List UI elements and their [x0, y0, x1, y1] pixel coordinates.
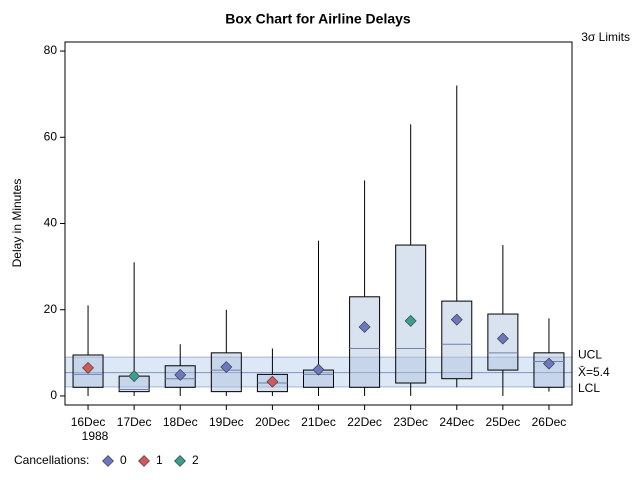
- legend-title: Cancellations:: [14, 453, 89, 467]
- mean-marker: [496, 332, 509, 345]
- x-year-label: 1988: [82, 429, 109, 443]
- legend-label: 2: [192, 453, 199, 467]
- box: [349, 296, 381, 388]
- mean-marker: [266, 375, 279, 388]
- limits-title: 3σ Limits: [581, 30, 630, 44]
- y-axis-label: Delay in Minutes: [10, 179, 24, 268]
- legend-label: 1: [156, 453, 163, 467]
- x-tick-label: 22Dec: [347, 415, 382, 429]
- x-tick-label: 25Dec: [486, 415, 521, 429]
- x-tick-label: 18Dec: [163, 415, 198, 429]
- y-tick-label: 20: [44, 302, 58, 316]
- legend-marker: [174, 455, 186, 467]
- mean-marker: [128, 370, 141, 383]
- x-tick-label: 24Dec: [439, 415, 474, 429]
- chart-title: Box Chart for Airline Delays: [225, 11, 411, 27]
- mean-marker: [404, 315, 417, 327]
- limit-label: UCL: [578, 347, 602, 361]
- x-tick-label: 26Dec: [532, 415, 567, 429]
- y-tick-label: 40: [44, 216, 58, 230]
- legend-marker: [102, 455, 114, 467]
- x-tick-label: 16Dec: [71, 415, 106, 429]
- mean-marker: [174, 368, 187, 381]
- legend-label: 0: [120, 453, 127, 467]
- y-tick-label: 60: [44, 129, 58, 143]
- mean-marker: [82, 361, 94, 374]
- x-tick-label: 17Dec: [117, 415, 152, 429]
- mean-marker: [450, 313, 463, 326]
- mean-marker: [543, 357, 555, 370]
- box: [395, 244, 427, 384]
- mean-marker: [220, 361, 233, 373]
- x-tick-label: 23Dec: [393, 415, 428, 429]
- y-tick-label: 0: [50, 388, 57, 402]
- x-tick-label: 19Dec: [209, 415, 244, 429]
- y-tick-label: 80: [44, 43, 58, 57]
- limit-label: LCL: [578, 381, 600, 395]
- mean-marker: [358, 321, 371, 333]
- limit-label: X̄=5.4: [578, 365, 610, 379]
- box: [441, 300, 473, 380]
- x-tick-label: 20Dec: [255, 415, 290, 429]
- legend-marker: [138, 455, 150, 467]
- x-tick-label: 21Dec: [301, 415, 336, 429]
- mean-marker: [312, 363, 325, 376]
